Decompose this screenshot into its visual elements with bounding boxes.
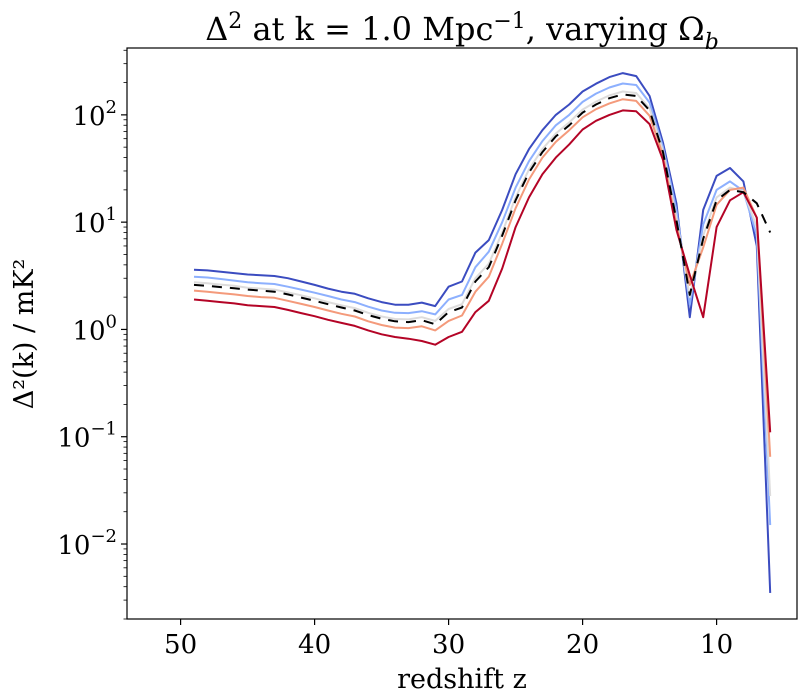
x-tick-label: 10 [700, 630, 733, 660]
x-tick-label: 50 [164, 630, 197, 660]
plot-frame [126, 47, 798, 620]
y-axis-label: Δ²(k) / mK² [9, 259, 40, 410]
series-line-3 [193, 90, 772, 497]
y-tick-label: 101 [72, 204, 117, 239]
plot-area: 50 40 30 20 10 10−2 10−1 100 101 102 [57, 47, 798, 660]
y-tick-label: 100 [72, 311, 117, 346]
series-line-5 [193, 109, 772, 433]
series-line-2 [193, 82, 772, 526]
x-tick-label: 40 [298, 630, 331, 660]
x-tick-label: 30 [432, 630, 465, 660]
y-tick-label: 102 [72, 97, 117, 132]
chart-title: Δ2 at k = 1.0 Mpc−1, varying Ωb [205, 9, 719, 55]
x-tick-label: 20 [566, 630, 599, 660]
y-tick-label: 10−1 [57, 419, 117, 454]
series-line-6 [193, 93, 772, 326]
x-axis-label: redshift z [397, 664, 527, 695]
series-line-1 [193, 72, 772, 593]
y-tick-label: 10−2 [57, 526, 117, 561]
